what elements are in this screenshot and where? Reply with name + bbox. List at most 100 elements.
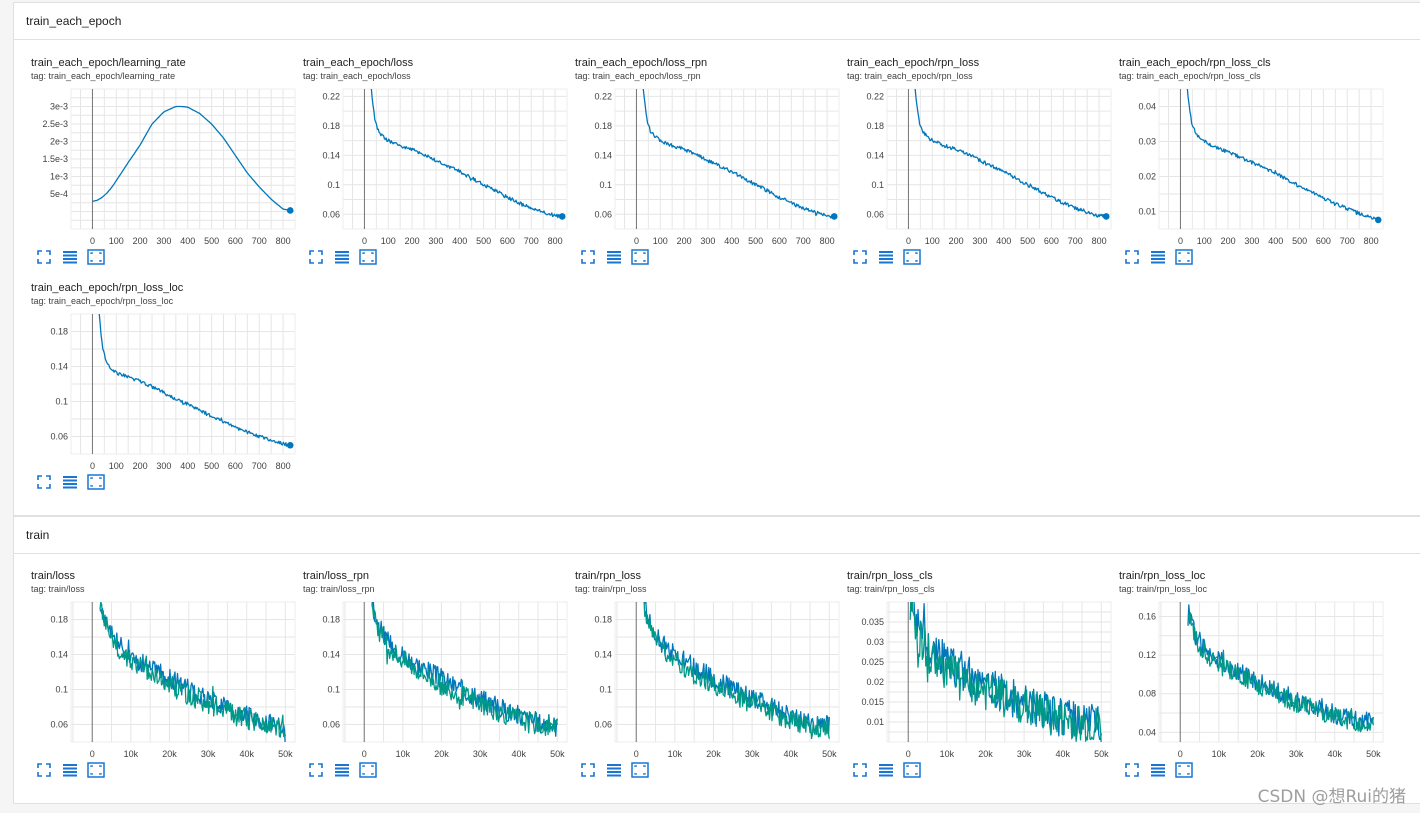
fit-domain-icon[interactable] bbox=[87, 473, 105, 491]
toggle-log-scale-icon[interactable] bbox=[1149, 761, 1167, 779]
x-tick-label: 30k bbox=[201, 749, 216, 759]
x-tick-label: 0 bbox=[634, 749, 639, 759]
toggle-log-scale-icon[interactable] bbox=[605, 761, 623, 779]
x-tick-label: 10k bbox=[124, 749, 139, 759]
fit-domain-icon[interactable] bbox=[903, 248, 921, 266]
fullscreen-icon[interactable] bbox=[307, 761, 325, 779]
y-tick-label: 0.1 bbox=[55, 685, 68, 695]
x-tick-label: 300 bbox=[156, 236, 171, 246]
fit-domain-icon[interactable] bbox=[87, 248, 105, 266]
x-tick-label: 500 bbox=[476, 236, 491, 246]
fullscreen-icon[interactable] bbox=[851, 248, 869, 266]
x-tick-label: 600 bbox=[500, 236, 515, 246]
fit-domain-icon[interactable] bbox=[359, 761, 377, 779]
x-tick-label: 200 bbox=[1221, 236, 1236, 246]
x-tick-label: 10k bbox=[668, 749, 683, 759]
y-tick-label: 1e-3 bbox=[50, 172, 68, 182]
x-tick-label: 500 bbox=[204, 236, 219, 246]
fit-domain-icon[interactable] bbox=[631, 761, 649, 779]
chart-plot[interactable]: 0 100 200 300 400 500 600 700 800 0.01 0.02 0.03 0.0… bbox=[1119, 81, 1385, 251]
y-tick-label: 0.02 bbox=[866, 677, 884, 687]
chart-plot[interactable]: 0 10k 20k 30k 40k 50k 0.01 0.015 0.02 0.025 0.03 0.… bbox=[847, 594, 1113, 764]
toggle-log-scale-icon[interactable] bbox=[333, 761, 351, 779]
fullscreen-icon[interactable] bbox=[1123, 248, 1141, 266]
fit-domain-icon[interactable] bbox=[359, 248, 377, 266]
fit-domain-icon[interactable] bbox=[903, 761, 921, 779]
chart-plot[interactable]: 0 10k 20k 30k 40k 50k 0.06 0.1 0.14 0.18 bbox=[575, 594, 841, 764]
plot-border bbox=[1158, 601, 1384, 743]
y-tick-label: 0.06 bbox=[594, 209, 612, 219]
x-tick-label: 300 bbox=[700, 236, 715, 246]
x-tick-label: 0 bbox=[90, 461, 95, 471]
fullscreen-icon[interactable] bbox=[35, 761, 53, 779]
chart-plot[interactable]: 0 100 200 300 400 500 600 700 800 0.06 0.1 0.14 0.18… bbox=[303, 81, 569, 251]
chart-toolbar bbox=[1123, 248, 1193, 266]
x-tick-label: 400 bbox=[180, 461, 195, 471]
x-tick-label: 500 bbox=[748, 236, 763, 246]
y-tick-label: 0.1 bbox=[599, 685, 612, 695]
fullscreen-icon[interactable] bbox=[35, 248, 53, 266]
toggle-log-scale-icon[interactable] bbox=[877, 248, 895, 266]
fullscreen-icon[interactable] bbox=[35, 473, 53, 491]
chart-toolbar bbox=[1123, 761, 1193, 779]
toggle-log-scale-icon[interactable] bbox=[333, 248, 351, 266]
section-header-train[interactable]: train bbox=[14, 517, 1420, 554]
y-tick-label: 0.1 bbox=[327, 685, 340, 695]
y-tick-label: 1.5e-3 bbox=[42, 154, 68, 164]
series-line bbox=[914, 89, 1107, 218]
x-tick-label: 100 bbox=[381, 236, 396, 246]
chart-toolbar bbox=[579, 761, 649, 779]
series-line bbox=[1186, 89, 1379, 222]
toggle-log-scale-icon[interactable] bbox=[61, 473, 79, 491]
x-tick-label: 40k bbox=[511, 749, 526, 759]
fit-domain-icon[interactable] bbox=[1175, 248, 1193, 266]
section-title: train_each_epoch bbox=[26, 14, 122, 28]
fullscreen-icon[interactable] bbox=[851, 761, 869, 779]
chart-plot[interactable]: 0 10k 20k 30k 40k 50k 0.04 0.08 0.12 0.16 bbox=[1119, 594, 1385, 764]
chart-plot[interactable]: 0 100 200 300 400 500 600 700 800 0.06 0.1 0.14 0.18… bbox=[575, 81, 841, 251]
y-tick-label: 0.14 bbox=[594, 650, 612, 660]
x-tick-label: 700 bbox=[1068, 236, 1083, 246]
fullscreen-icon[interactable] bbox=[579, 761, 597, 779]
toggle-log-scale-icon[interactable] bbox=[61, 248, 79, 266]
x-tick-label: 10k bbox=[1212, 749, 1227, 759]
chart-plot[interactable]: 0 10k 20k 30k 40k 50k 0.06 0.1 0.14 0.18 bbox=[31, 594, 297, 764]
x-tick-label: 800 bbox=[1364, 236, 1379, 246]
section-title: train bbox=[26, 528, 50, 542]
x-tick-label: 50k bbox=[1094, 749, 1109, 759]
chart-plot[interactable]: 0 10k 20k 30k 40k 50k 0.06 0.1 0.14 0.18 bbox=[303, 594, 569, 764]
chart-plot[interactable]: 0 100 200 300 400 500 600 700 800 0.06 0.1 0.14 0.18… bbox=[847, 81, 1113, 251]
fit-domain-icon[interactable] bbox=[1175, 761, 1193, 779]
x-tick-label: 200 bbox=[133, 461, 148, 471]
chart-title: train/loss_rpn bbox=[303, 570, 370, 582]
fullscreen-icon[interactable] bbox=[307, 248, 325, 266]
chart-plot[interactable]: 0 100 200 300 400 500 600 700 800 0.06 0.1 0.14 0.18 bbox=[31, 306, 297, 476]
y-tick-label: 0.04 bbox=[1138, 727, 1156, 737]
toggle-log-scale-icon[interactable] bbox=[1149, 248, 1167, 266]
fit-domain-icon[interactable] bbox=[87, 761, 105, 779]
y-tick-label: 0.14 bbox=[50, 362, 68, 372]
toggle-log-scale-icon[interactable] bbox=[61, 761, 79, 779]
plot-border bbox=[70, 88, 296, 230]
x-tick-label: 800 bbox=[820, 236, 835, 246]
fullscreen-icon[interactable] bbox=[579, 248, 597, 266]
x-tick-label: 500 bbox=[1020, 236, 1035, 246]
x-tick-label: 0 bbox=[362, 236, 367, 246]
chart-plot[interactable]: 0 100 200 300 400 500 600 700 800 5e-4 1e-3 1.5e-3 2… bbox=[31, 81, 297, 251]
y-tick-label: 5e-4 bbox=[50, 189, 68, 199]
toggle-log-scale-icon[interactable] bbox=[877, 761, 895, 779]
y-tick-label: 0.14 bbox=[594, 150, 612, 160]
y-tick-label: 0.1 bbox=[55, 397, 68, 407]
chart-title: train/rpn_loss_cls bbox=[847, 570, 933, 582]
fit-domain-icon[interactable] bbox=[631, 248, 649, 266]
x-tick-label: 20k bbox=[434, 749, 449, 759]
x-tick-label: 50k bbox=[278, 749, 293, 759]
y-tick-label: 0.18 bbox=[594, 615, 612, 625]
fullscreen-icon[interactable] bbox=[1123, 761, 1141, 779]
x-tick-label: 0 bbox=[1178, 749, 1183, 759]
chart-tag: tag: train_each_epoch/rpn_loss_loc bbox=[31, 296, 174, 306]
toggle-log-scale-icon[interactable] bbox=[605, 248, 623, 266]
y-tick-label: 0.22 bbox=[322, 91, 340, 101]
section-header-train-each-epoch[interactable]: train_each_epoch bbox=[14, 3, 1420, 40]
chart-tag: tag: train_each_epoch/loss_rpn bbox=[575, 71, 701, 81]
